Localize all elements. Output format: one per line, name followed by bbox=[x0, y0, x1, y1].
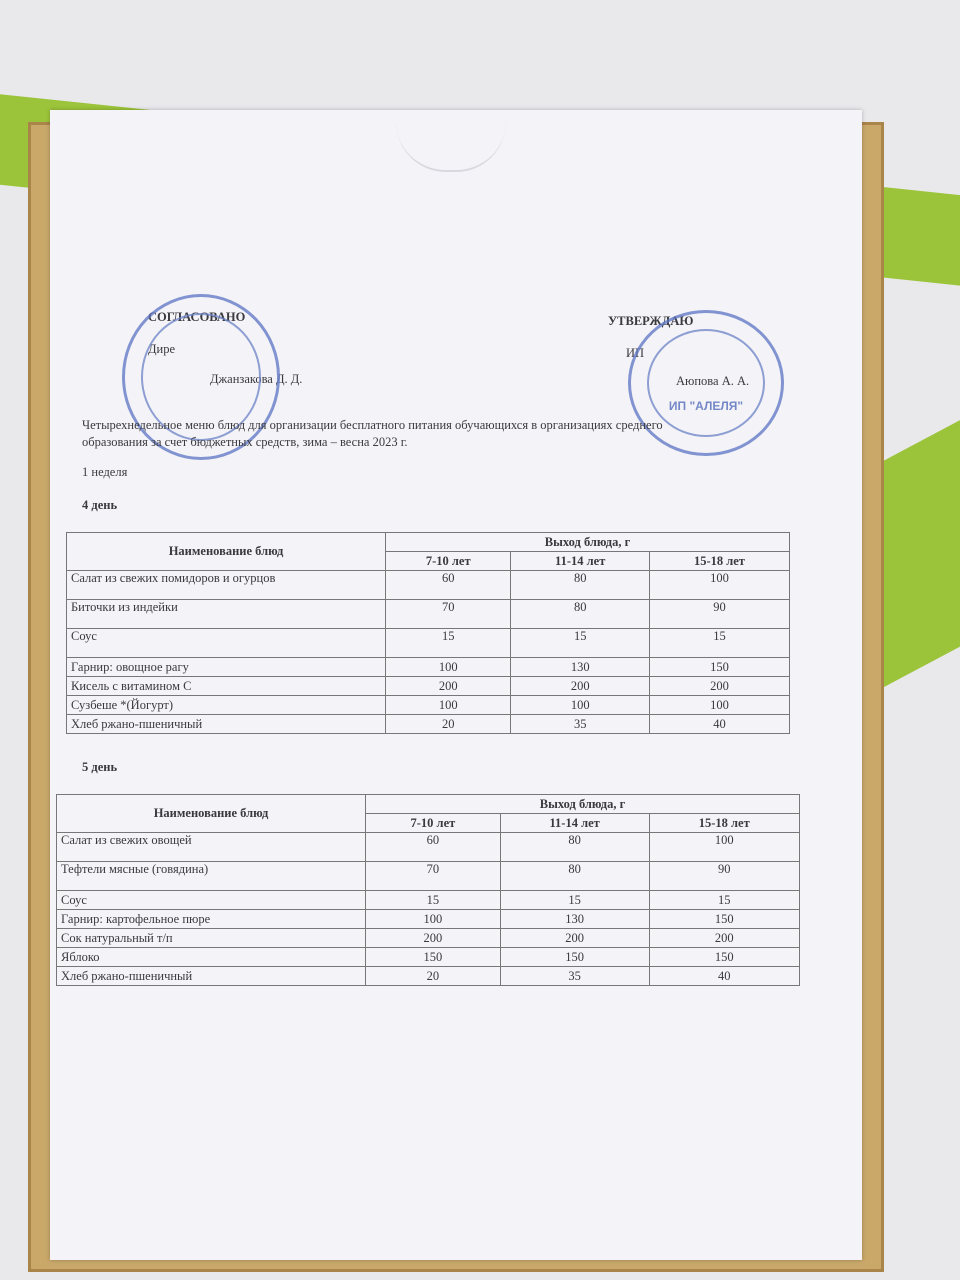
yield-value: 70 bbox=[384, 599, 512, 629]
table-row: Соус 15 15 15 bbox=[56, 890, 801, 910]
yield-value: 150 bbox=[648, 947, 801, 967]
yield-value: 130 bbox=[499, 909, 650, 929]
dish-name: Соус bbox=[56, 890, 366, 910]
col-dish-name: Наименование блюд bbox=[56, 794, 366, 833]
yield-value: 70 bbox=[365, 861, 501, 891]
yield-value: 100 bbox=[384, 657, 512, 677]
document-title: Четырехнедельное меню блюд для организац… bbox=[82, 418, 663, 432]
yield-value: 150 bbox=[648, 909, 801, 929]
table-row: Гарнир: овощное рагу 100 130 150 bbox=[66, 657, 791, 677]
yield-value: 20 bbox=[384, 714, 512, 734]
yield-value: 90 bbox=[648, 599, 791, 629]
yield-value: 100 bbox=[510, 695, 650, 715]
yield-value: 80 bbox=[510, 599, 650, 629]
yield-value: 200 bbox=[365, 928, 501, 948]
table-row: Кисель с витамином С 200 200 200 bbox=[66, 676, 791, 696]
dish-name: Гарнир: овощное рагу bbox=[66, 657, 386, 677]
yield-value: 200 bbox=[384, 676, 512, 696]
dish-name: Сок натуральный т/п bbox=[56, 928, 366, 948]
table-row: Сок натуральный т/п 200 200 200 bbox=[56, 928, 801, 948]
dish-name: Биточки из индейки bbox=[66, 599, 386, 629]
yield-value: 35 bbox=[510, 714, 650, 734]
table-row: Салат из свежих овощей 60 80 100 bbox=[56, 832, 801, 862]
col-age: 15-18 лет bbox=[648, 813, 801, 833]
yield-value: 60 bbox=[384, 570, 512, 600]
yield-value: 90 bbox=[648, 861, 801, 891]
stamp-right: ИП "АЛЕЛЯ" bbox=[628, 310, 784, 456]
table-row: Хлеб ржано-пшеничный 20 35 40 bbox=[56, 966, 801, 986]
menu-table-day4: Наименование блюд Выход блюда, г 7-10 лет… bbox=[66, 532, 791, 734]
col-age: 11-14 лет bbox=[499, 813, 650, 833]
dish-name: Хлеб ржано-пшеничный bbox=[66, 714, 386, 734]
yield-value: 40 bbox=[648, 714, 791, 734]
dish-name: Салат из свежих овощей bbox=[56, 832, 366, 862]
menu-table-day5: Наименование блюд Выход блюда, г 7-10 лет… bbox=[56, 794, 801, 986]
dish-name: Хлеб ржано-пшеничный bbox=[56, 966, 366, 986]
table-row: Сузбеше *(Йогурт) 100 100 100 bbox=[66, 695, 791, 715]
table-row: Биточки из индейки 70 80 90 bbox=[66, 599, 791, 629]
table-row: Тефтели мясные (говядина) 70 80 90 bbox=[56, 861, 801, 891]
yield-value: 150 bbox=[648, 657, 791, 677]
col-yield: Выход блюда, г bbox=[365, 794, 800, 814]
col-age: 7-10 лет bbox=[384, 551, 512, 571]
dish-name: Соус bbox=[66, 628, 386, 658]
stamp-text: ИП "АЛЕЛЯ" bbox=[668, 399, 744, 413]
dish-name: Сузбеше *(Йогурт) bbox=[66, 695, 386, 715]
dish-name: Яблоко bbox=[56, 947, 366, 967]
col-dish-name: Наименование блюд bbox=[66, 532, 386, 571]
yield-value: 35 bbox=[499, 966, 650, 986]
yield-value: 200 bbox=[648, 676, 791, 696]
dish-name: Кисель с витамином С bbox=[66, 676, 386, 696]
yield-value: 80 bbox=[499, 861, 650, 891]
yield-value: 150 bbox=[365, 947, 501, 967]
yield-value: 20 bbox=[365, 966, 501, 986]
sleeve-notch bbox=[396, 122, 506, 172]
table-row: Яблоко 150 150 150 bbox=[56, 947, 801, 967]
col-age: 11-14 лет bbox=[510, 551, 650, 571]
table-row: Салат из свежих помидоров и огурцов 60 80 1… bbox=[66, 570, 791, 600]
yield-value: 80 bbox=[510, 570, 650, 600]
yield-value: 100 bbox=[648, 570, 791, 600]
yield-value: 100 bbox=[648, 695, 791, 715]
day-label: 5 день bbox=[82, 760, 118, 774]
table-row: Хлеб ржано-пшеничный 20 35 40 bbox=[66, 714, 791, 734]
yield-value: 200 bbox=[510, 676, 650, 696]
week-label: 1 неделя bbox=[82, 465, 128, 479]
yield-value: 100 bbox=[648, 832, 801, 862]
yield-value: 15 bbox=[499, 890, 650, 910]
col-age: 15-18 лет bbox=[648, 551, 791, 571]
day-label: 4 день bbox=[82, 498, 118, 512]
dish-name: Гарнир: картофельное пюре bbox=[56, 909, 366, 929]
col-yield: Выход блюда, г bbox=[385, 532, 790, 552]
yield-value: 100 bbox=[384, 695, 512, 715]
yield-value: 100 bbox=[365, 909, 501, 929]
yield-value: 150 bbox=[499, 947, 650, 967]
dish-name: Салат из свежих помидоров и огурцов bbox=[66, 570, 386, 600]
stamp-left bbox=[122, 294, 280, 460]
yield-value: 15 bbox=[365, 890, 501, 910]
yield-value: 60 bbox=[365, 832, 501, 862]
document-title-line2: образования за счет бюджетных средств, з… bbox=[82, 435, 408, 449]
table-row: Гарнир: картофельное пюре 100 130 150 bbox=[56, 909, 801, 929]
dish-name: Тефтели мясные (говядина) bbox=[56, 861, 366, 891]
table-row: Соус 15 15 15 bbox=[66, 628, 791, 658]
yield-value: 15 bbox=[648, 628, 791, 658]
yield-value: 80 bbox=[499, 832, 650, 862]
yield-value: 15 bbox=[648, 890, 801, 910]
col-age: 7-10 лет bbox=[365, 813, 501, 833]
yield-value: 200 bbox=[499, 928, 650, 948]
yield-value: 130 bbox=[510, 657, 650, 677]
yield-value: 15 bbox=[510, 628, 650, 658]
yield-value: 200 bbox=[648, 928, 801, 948]
yield-value: 15 bbox=[384, 628, 512, 658]
yield-value: 40 bbox=[648, 966, 801, 986]
